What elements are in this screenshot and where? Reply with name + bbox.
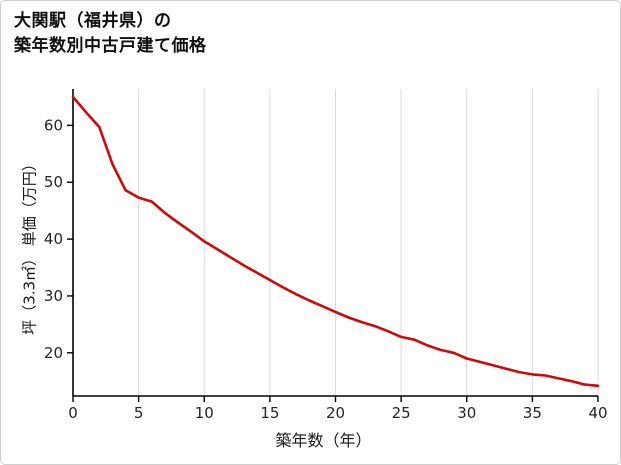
svg-text:50: 50 <box>44 173 63 191</box>
x-axis-label: 築年数（年） <box>275 431 372 450</box>
y-axis-label: 坪（3.3㎡） 単価（万円） <box>20 156 39 335</box>
svg-text:35: 35 <box>523 404 542 422</box>
svg-text:15: 15 <box>260 404 279 422</box>
svg-text:20: 20 <box>326 404 345 422</box>
svg-text:25: 25 <box>392 404 411 422</box>
chart-title-line2: 築年数別中古戸建て価格 <box>14 35 207 56</box>
svg-text:20: 20 <box>44 344 63 362</box>
svg-text:60: 60 <box>44 116 63 134</box>
svg-text:30: 30 <box>44 287 63 305</box>
svg-text:10: 10 <box>195 404 214 422</box>
svg-text:30: 30 <box>457 404 476 422</box>
svg-text:40: 40 <box>588 404 607 422</box>
svg-text:0: 0 <box>68 404 78 422</box>
chart-title: 大関駅（福井県）の 築年数別中古戸建て価格 <box>14 9 207 58</box>
svg-text:5: 5 <box>134 404 144 422</box>
chart-title-line1: 大関駅（福井県）の <box>14 11 172 31</box>
svg-text:40: 40 <box>44 230 63 248</box>
